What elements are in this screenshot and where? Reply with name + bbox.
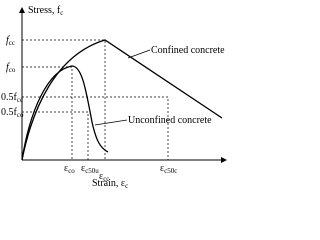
x-mark: εco	[64, 163, 75, 175]
x-mark: εc50u	[81, 163, 99, 175]
guide-05fco	[22, 111, 89, 160]
x-mark: εcc	[99, 171, 109, 183]
unconfined-curve	[21, 65, 109, 161]
unconfined-label: Unconfined concrete	[128, 115, 212, 126]
x-mark: εc50c	[160, 163, 177, 175]
unconfined-leader	[94, 119, 128, 126]
guide-05fcc	[22, 96, 169, 160]
confined-curve	[21, 39, 223, 161]
guide-fcc	[22, 39, 106, 160]
y-mark: 0.5fco	[1, 107, 24, 119]
y-mark: 0.5fcc	[1, 92, 23, 104]
stress-strain-diagram: Stress, fc Strain, εc fcc fco 0.5fcc 0.5…	[1, 5, 227, 189]
y-mark: fco	[6, 62, 16, 74]
guide-fco	[22, 66, 73, 160]
y-axis-label: Stress, fc	[28, 5, 63, 17]
x-axis-label: Strain, εc	[92, 178, 128, 189]
confined-label: Confined concrete	[151, 45, 225, 56]
confined-leader	[127, 49, 151, 59]
y-mark: fcc	[6, 35, 15, 47]
